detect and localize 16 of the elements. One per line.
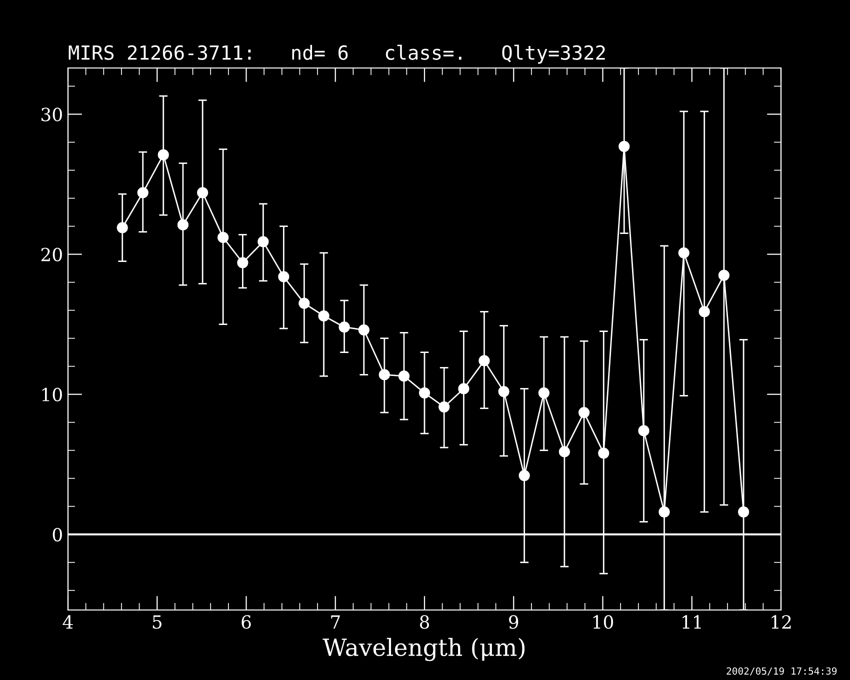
x-tick-label: 7 <box>331 615 340 629</box>
x-tick-label: 6 <box>242 615 251 629</box>
x-tick-label: 9 <box>509 615 518 629</box>
y-tick-label: 20 <box>41 248 62 262</box>
text: 2002/05/19 17:54:39 <box>726 667 837 676</box>
x-tick-label: 4 <box>62 615 73 629</box>
x-tick-label: 5 <box>152 615 162 629</box>
x-axis-title: Wavelength (μm) <box>322 638 525 662</box>
x-tick-label: 12 <box>772 615 791 629</box>
y-tick-label: 30 <box>42 108 62 122</box>
y-tick-label: 10 <box>42 388 62 402</box>
chart-title: MIRS 21266-3711: nd= 6 class=. Qlty=3322 <box>68 44 605 64</box>
x-tick-label: 10 <box>593 615 614 629</box>
y-tick-label: 0 <box>52 528 62 542</box>
x-tick-label: 8 <box>420 615 430 629</box>
x-tick-label: 11 <box>682 615 701 629</box>
